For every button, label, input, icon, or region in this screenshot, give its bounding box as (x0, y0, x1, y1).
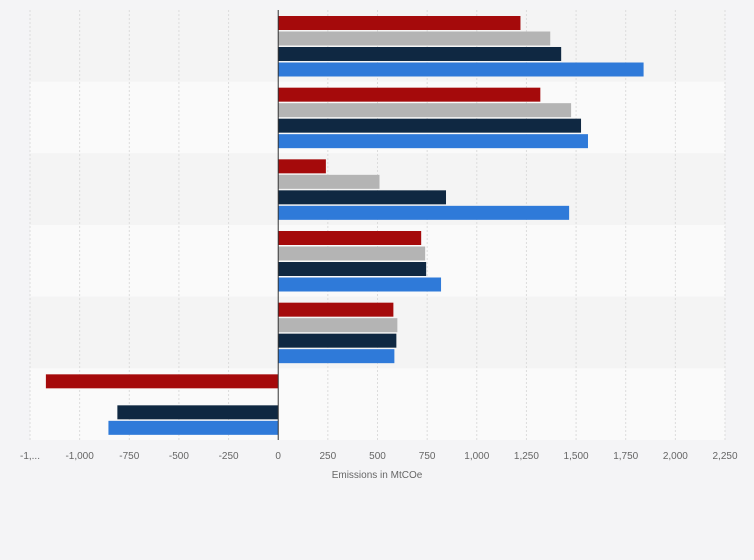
bar[interactable] (278, 174, 380, 189)
x-tick-label: 750 (419, 451, 436, 462)
x-tick-labels: -1,... -1,000 -750 -500 -250 0 250 500 750 1,000 1… (20, 451, 738, 462)
x-tick-label: -500 (169, 451, 189, 462)
x-tick-label: 500 (369, 451, 386, 462)
bar[interactable] (278, 302, 394, 317)
bar[interactable] (278, 262, 427, 276)
bar[interactable] (278, 349, 395, 364)
bar[interactable] (278, 134, 588, 149)
bar[interactable] (108, 420, 279, 435)
x-tick-label: -1,... (20, 451, 40, 462)
x-tick-label: -1,000 (65, 451, 94, 462)
bar[interactable] (278, 190, 447, 205)
bar[interactable] (278, 231, 422, 245)
x-tick-label: -750 (119, 451, 139, 462)
x-tick-label: 1,750 (613, 451, 638, 462)
bar[interactable] (117, 405, 279, 420)
x-axis-title: Emissions in MtCOe (332, 470, 423, 481)
bar[interactable] (278, 87, 541, 102)
bar[interactable] (278, 318, 398, 333)
x-tick-label: 250 (320, 451, 337, 462)
bar[interactable] (278, 333, 397, 348)
bar[interactable] (278, 31, 551, 46)
bar[interactable] (278, 103, 572, 118)
bar[interactable] (278, 205, 570, 220)
x-tick-label: 1,250 (514, 451, 539, 462)
x-tick-label: 1,000 (464, 451, 489, 462)
bar[interactable] (278, 118, 582, 133)
bar[interactable] (278, 16, 521, 30)
bar[interactable] (278, 159, 326, 174)
x-tick-label: 2,250 (712, 451, 737, 462)
x-tick-label: 2,000 (663, 451, 688, 462)
bar[interactable] (278, 47, 562, 61)
x-tick-label: 1,500 (564, 451, 589, 462)
bar[interactable] (278, 277, 442, 292)
bar[interactable] (278, 62, 644, 77)
bars (45, 16, 644, 435)
bar[interactable] (278, 246, 426, 261)
x-tick-label: 0 (275, 451, 281, 462)
bar[interactable] (45, 374, 279, 389)
x-tick-label: -250 (219, 451, 239, 462)
